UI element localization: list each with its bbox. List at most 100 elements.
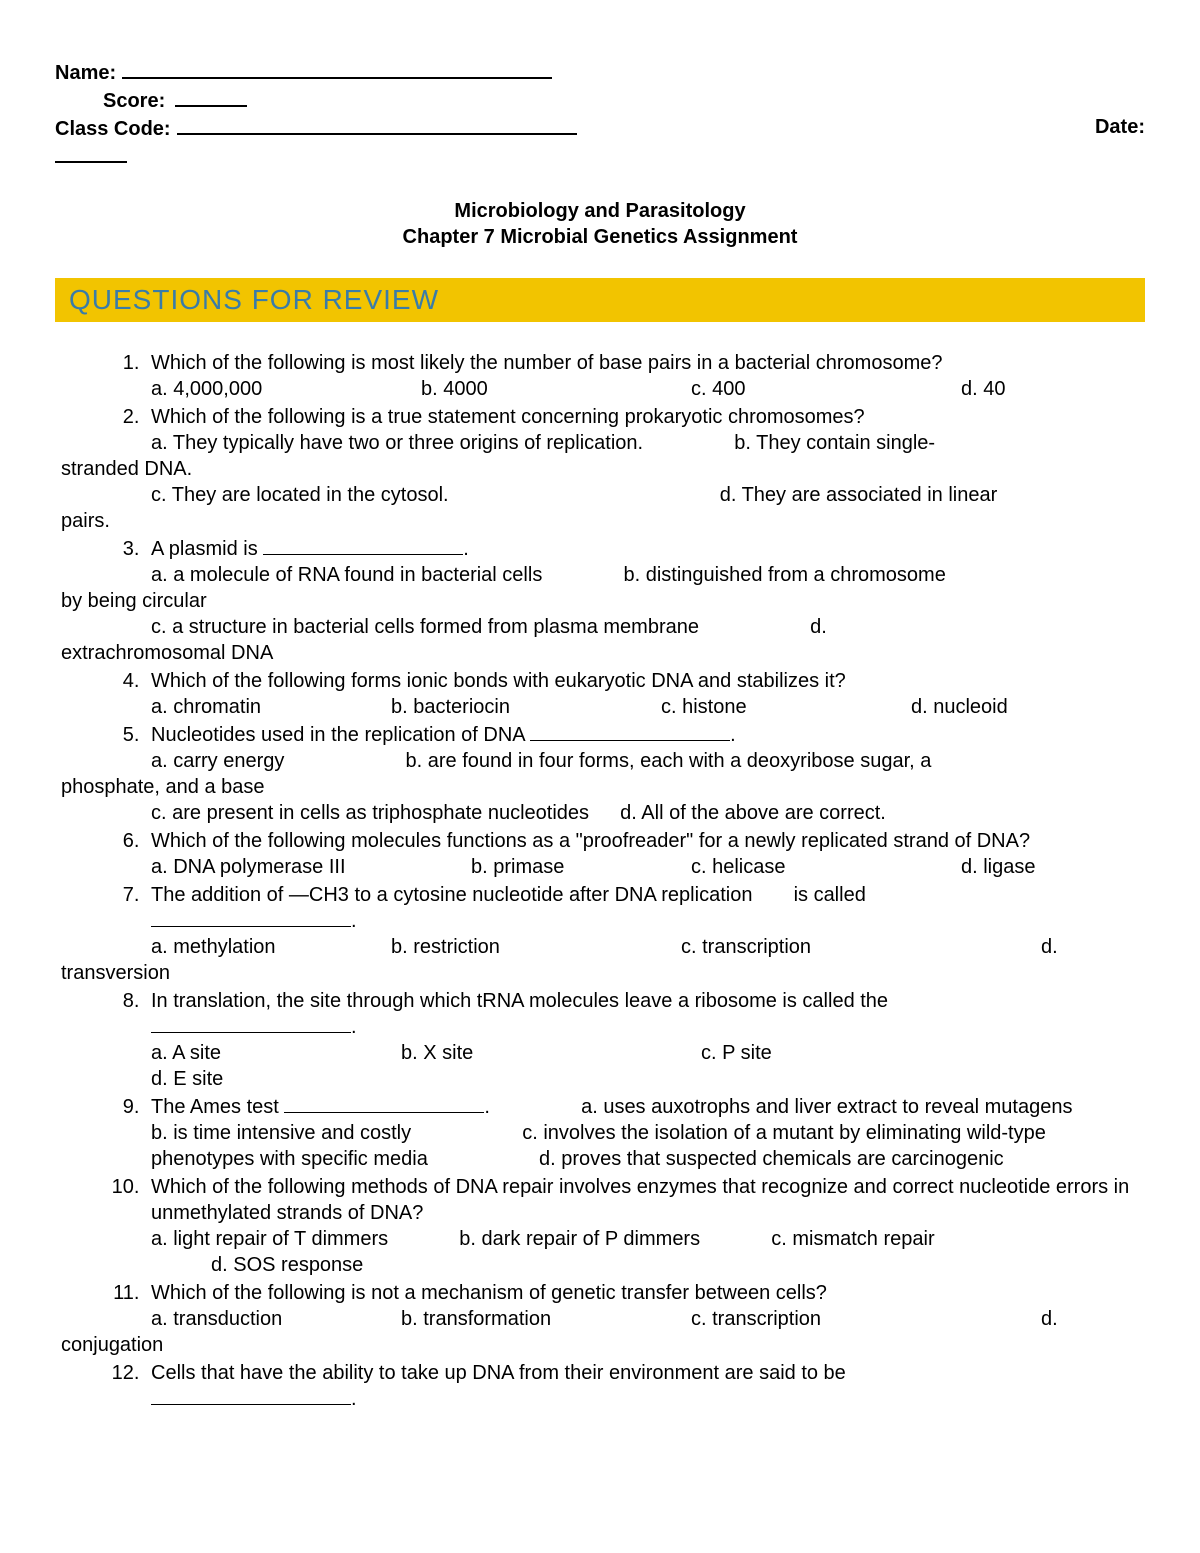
q4: Which of the following forms ionic bonds… xyxy=(145,668,1145,720)
q11-b: b. transformation xyxy=(401,1306,691,1332)
q6-d: d. ligase xyxy=(961,854,1036,880)
q2-c: c. They are located in the cytosol. xyxy=(151,484,449,506)
q2-b: b. They contain single- xyxy=(734,432,935,454)
score-blank[interactable] xyxy=(175,105,247,107)
q4-text: Which of the following forms ionic bonds… xyxy=(151,668,1145,694)
q2: Which of the following is a true stateme… xyxy=(145,404,1145,534)
q7-text-post: is called xyxy=(794,884,866,906)
q5-b: b. are found in four forms, each with a … xyxy=(406,750,932,772)
date-blank[interactable] xyxy=(55,161,127,163)
q3-period: . xyxy=(463,538,469,560)
q8-a: a. A site xyxy=(151,1040,401,1066)
q5-blank[interactable] xyxy=(530,740,730,741)
q3-d: d. xyxy=(810,616,827,638)
q10: Which of the following methods of DNA re… xyxy=(145,1174,1145,1278)
q3-c: c. a structure in bacterial cells formed… xyxy=(151,616,699,638)
q5-period: . xyxy=(730,724,736,746)
name-row: Name: xyxy=(55,60,1145,86)
q5: Nucleotides used in the replication of D… xyxy=(145,722,1145,826)
q8: In translation, the site through which t… xyxy=(145,988,1145,1092)
q3-d-tail: extrachromosomal DNA xyxy=(61,640,1145,666)
q10-c: c. mismatch repair xyxy=(771,1228,934,1250)
q11-d: d. xyxy=(1041,1306,1058,1332)
score-row: Score: xyxy=(55,88,577,114)
q12: Cells that have the ability to take up D… xyxy=(145,1360,1145,1412)
q10-a: a. light repair of T dimmers xyxy=(151,1228,388,1250)
q7-a: a. methylation xyxy=(151,934,391,960)
q9-d: d. proves that suspected chemicals are c… xyxy=(539,1148,1004,1170)
q3-b: b. distinguished from a chromosome xyxy=(623,564,945,586)
q4-a: a. chromatin xyxy=(151,694,391,720)
q6-text: Which of the following molecules functio… xyxy=(151,828,1145,854)
q11-d-tail: conjugation xyxy=(61,1332,1145,1358)
q9-period: . xyxy=(484,1096,490,1118)
q4-d: d. nucleoid xyxy=(911,694,1008,720)
q1-a: a. 4,000,000 xyxy=(151,376,421,402)
q3-text: A plasmid is xyxy=(151,538,263,560)
q8-blank[interactable] xyxy=(151,1032,351,1033)
score-label: Score: xyxy=(103,88,165,114)
q6-c: c. helicase xyxy=(691,854,961,880)
header-block: Name: Score: Class Code: Date: xyxy=(55,60,1145,170)
q11-text: Which of the following is not a mechanis… xyxy=(151,1280,1145,1306)
q3-blank[interactable] xyxy=(263,554,463,555)
q7-d: d. xyxy=(1041,934,1058,960)
name-label: Name: xyxy=(55,60,116,86)
q3-b-tail: by being circular xyxy=(61,588,1145,614)
q4-c: c. histone xyxy=(661,694,911,720)
title-line2: Chapter 7 Microbial Genetics Assignment xyxy=(55,224,1145,250)
q1-b: b. 4000 xyxy=(421,376,691,402)
q9: The Ames test . a. uses auxotrophs and l… xyxy=(145,1094,1145,1172)
q2-a: a. They typically have two or three orig… xyxy=(151,432,643,454)
q3: A plasmid is . a. a molecule of RNA foun… xyxy=(145,536,1145,666)
q6-a: a. DNA polymerase III xyxy=(151,854,471,880)
question-list: Which of the following is most likely th… xyxy=(55,350,1145,1412)
q12-text: Cells that have the ability to take up D… xyxy=(151,1360,1145,1386)
q5-a: a. carry energy xyxy=(151,750,284,772)
q10-text: Which of the following methods of DNA re… xyxy=(151,1174,1145,1226)
q9-b: b. is time intensive and costly xyxy=(151,1122,411,1144)
q5-text: Nucleotides used in the replication of D… xyxy=(151,724,530,746)
q11-a: a. transduction xyxy=(151,1306,401,1332)
q7-b: b. restriction xyxy=(391,934,681,960)
q6-b: b. primase xyxy=(471,854,691,880)
q7: The addition of ―CH3 to a cytosine nucle… xyxy=(145,882,1145,986)
q1: Which of the following is most likely th… xyxy=(145,350,1145,402)
q9-blank[interactable] xyxy=(284,1112,484,1113)
q7-c: c. transcription xyxy=(681,934,1041,960)
q1-d: d. 40 xyxy=(961,376,1005,402)
q11: Which of the following is not a mechanis… xyxy=(145,1280,1145,1358)
date-label: Date: xyxy=(1095,114,1145,140)
q2-d-tail: pairs. xyxy=(61,508,1145,534)
name-blank[interactable] xyxy=(122,77,552,79)
q9-text: The Ames test xyxy=(151,1096,284,1118)
q8-period: . xyxy=(351,1016,357,1038)
q2-text: Which of the following is a true stateme… xyxy=(151,404,1145,430)
q12-blank[interactable] xyxy=(151,1404,351,1405)
q3-a: a. a molecule of RNA found in bacterial … xyxy=(151,564,542,586)
q2-b-tail: stranded DNA. xyxy=(61,456,1145,482)
q11-c: c. transcription xyxy=(691,1306,1041,1332)
q5-b-tail: phosphate, and a base xyxy=(61,774,1145,800)
q7-period: . xyxy=(351,910,357,932)
q10-b: b. dark repair of P dimmers xyxy=(459,1228,700,1250)
q4-b: b. bacteriocin xyxy=(391,694,661,720)
q9-a: a. uses auxotrophs and liver extract to … xyxy=(581,1096,1072,1118)
q8-text: In translation, the site through which t… xyxy=(151,988,1145,1014)
q6: Which of the following molecules functio… xyxy=(145,828,1145,880)
q2-d: d. They are associated in linear xyxy=(720,484,998,506)
q12-period: . xyxy=(351,1388,357,1410)
q7-d-tail: transversion xyxy=(61,960,1145,986)
q5-c: c. are present in cells as triphosphate … xyxy=(151,802,589,824)
q10-d: d. SOS response xyxy=(151,1252,1145,1278)
q8-d: d. E site xyxy=(151,1066,1145,1092)
review-banner: QUESTIONS FOR REVIEW xyxy=(55,278,1145,322)
classcode-blank[interactable] xyxy=(177,133,577,135)
q7-blank[interactable] xyxy=(151,926,351,927)
title-line1: Microbiology and Parasitology xyxy=(55,198,1145,224)
q1-text: Which of the following is most likely th… xyxy=(151,350,1145,376)
header-row2: Score: Class Code: Date: xyxy=(55,88,1145,144)
q8-b: b. X site xyxy=(401,1040,701,1066)
title-block: Microbiology and Parasitology Chapter 7 … xyxy=(55,198,1145,250)
q1-c: c. 400 xyxy=(691,376,961,402)
